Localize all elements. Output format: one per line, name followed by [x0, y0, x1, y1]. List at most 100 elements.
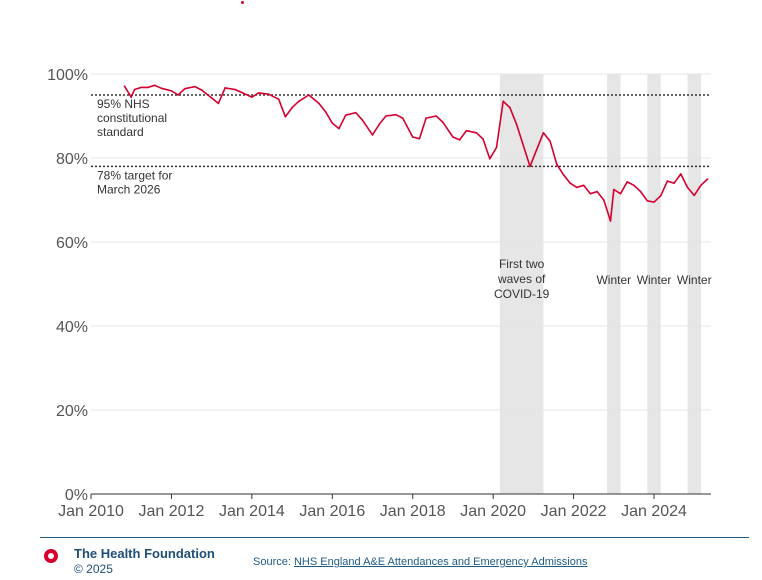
x-tick-label-1: Jan 2012: [139, 503, 205, 520]
data-point-23: [297, 100, 300, 103]
top-marker-dot: [241, 1, 244, 4]
data-point-19: [267, 93, 270, 95]
data-point-16: [241, 91, 243, 94]
data-point-20: [277, 98, 280, 100]
data-point-44: [465, 129, 468, 132]
axes: Jan 2010 Jan 2012 Jan 2014 Jan 2016 Jan 2018…: [58, 493, 711, 520]
data-point-13: [217, 102, 220, 105]
data-point-40: [435, 115, 437, 117]
source-prefix: Source:: [253, 556, 291, 568]
reference-label-0-1: constitutional: [97, 111, 167, 125]
shaded-period-label-0-2: COVID-19: [494, 287, 550, 301]
shaded-period-label-3-0: Winter: [677, 273, 712, 287]
source-line: Source: NHS England A&E Attendances and …: [253, 556, 588, 568]
data-point-79: [700, 184, 702, 187]
data-point-2: [133, 88, 136, 91]
x-tick-label-0: Jan 2010: [58, 503, 124, 520]
data-point-8: [177, 94, 179, 96]
data-point-67: [619, 192, 622, 195]
data-point-38: [418, 137, 421, 140]
data-point-54: [535, 148, 538, 151]
data-point-72: [653, 201, 655, 203]
data-point-30: [354, 111, 357, 114]
data-point-43: [458, 139, 461, 141]
data-point-59: [569, 182, 572, 184]
health-foundation-logo-icon: [44, 549, 58, 563]
data-point-11: [200, 89, 203, 91]
gridlines: 0% 20% 40% 60% 80% 100%: [47, 67, 711, 504]
reference-label-1-0: 78% target for: [97, 168, 172, 182]
data-point-35: [395, 113, 397, 116]
y-tick-label-4: 80%: [56, 151, 88, 168]
data-point-41: [442, 121, 444, 124]
data-point-27: [331, 122, 334, 124]
data-point-47: [489, 158, 491, 160]
y-tick-label-1: 20%: [56, 403, 88, 420]
data-point-24: [308, 94, 310, 96]
data-point-3: [140, 86, 143, 89]
data-point-31: [361, 119, 364, 121]
data-point-53: [529, 165, 531, 168]
data-point-71: [646, 200, 649, 202]
data-point-74: [666, 180, 669, 182]
data-point-33: [378, 123, 381, 126]
data-point-14: [224, 87, 226, 89]
data-point-62: [589, 192, 592, 195]
data-point-65: [609, 220, 612, 222]
data-point-78: [693, 194, 696, 197]
y-tick-label-2: 40%: [56, 319, 88, 336]
data-point-68: [626, 181, 629, 183]
y-tick-label-3: 60%: [56, 235, 88, 252]
data-point-45: [475, 132, 478, 134]
data-point-55: [542, 132, 545, 134]
data-point-42: [452, 136, 454, 138]
data-point-70: [639, 190, 642, 193]
data-point-46: [482, 138, 484, 140]
data-point-12: [210, 97, 213, 99]
data-point-75: [673, 182, 675, 184]
x-tick-label-7: Jan 2024: [621, 503, 687, 520]
data-point-9: [184, 87, 186, 90]
data-point-36: [401, 117, 404, 119]
shaded-period-1: [607, 74, 621, 494]
x-tick-label-4: Jan 2018: [380, 503, 446, 520]
organisation-name: The Health Foundation: [74, 546, 215, 561]
data-point-15: [234, 88, 236, 91]
data-point-61: [582, 184, 585, 187]
data-point-32: [371, 134, 374, 136]
data-point-10: [194, 85, 196, 88]
data-point-25: [318, 102, 320, 105]
data-point-73: [659, 195, 662, 197]
data-point-69: [633, 184, 635, 187]
data-point-28: [338, 127, 340, 130]
data-point-48: [495, 146, 498, 149]
data-point-56: [549, 140, 551, 142]
reference-label-0-0: 95% NHS: [97, 97, 150, 111]
data-point-34: [385, 115, 387, 117]
data-point-60: [576, 186, 578, 189]
shaded-period-label-2-0: Winter: [637, 273, 672, 287]
reference-label-1-1: March 2026: [97, 182, 161, 196]
data-point-49: [502, 100, 505, 103]
data-point-51: [515, 123, 518, 126]
data-point-5: [153, 84, 156, 87]
footer-divider: [40, 537, 749, 538]
data-point-4: [147, 86, 149, 89]
shaded-period-2: [647, 74, 661, 494]
x-tick-label-2: Jan 2014: [219, 503, 285, 520]
data-point-77: [686, 186, 689, 189]
data-point-21: [284, 116, 287, 118]
data-point-64: [602, 199, 605, 201]
data-point-7: [170, 90, 173, 92]
x-tick-label-5: Jan 2020: [460, 503, 526, 520]
data-point-17: [251, 96, 253, 98]
data-point-22: [291, 106, 293, 109]
shaded-period-3: [687, 74, 701, 494]
source-link[interactable]: NHS England A&E Attendances and Emergenc…: [293, 556, 588, 568]
y-tick-label-0: 0%: [65, 487, 88, 504]
shaded-period-label-0-0: First two: [499, 257, 545, 271]
data-point-52: [522, 144, 525, 147]
